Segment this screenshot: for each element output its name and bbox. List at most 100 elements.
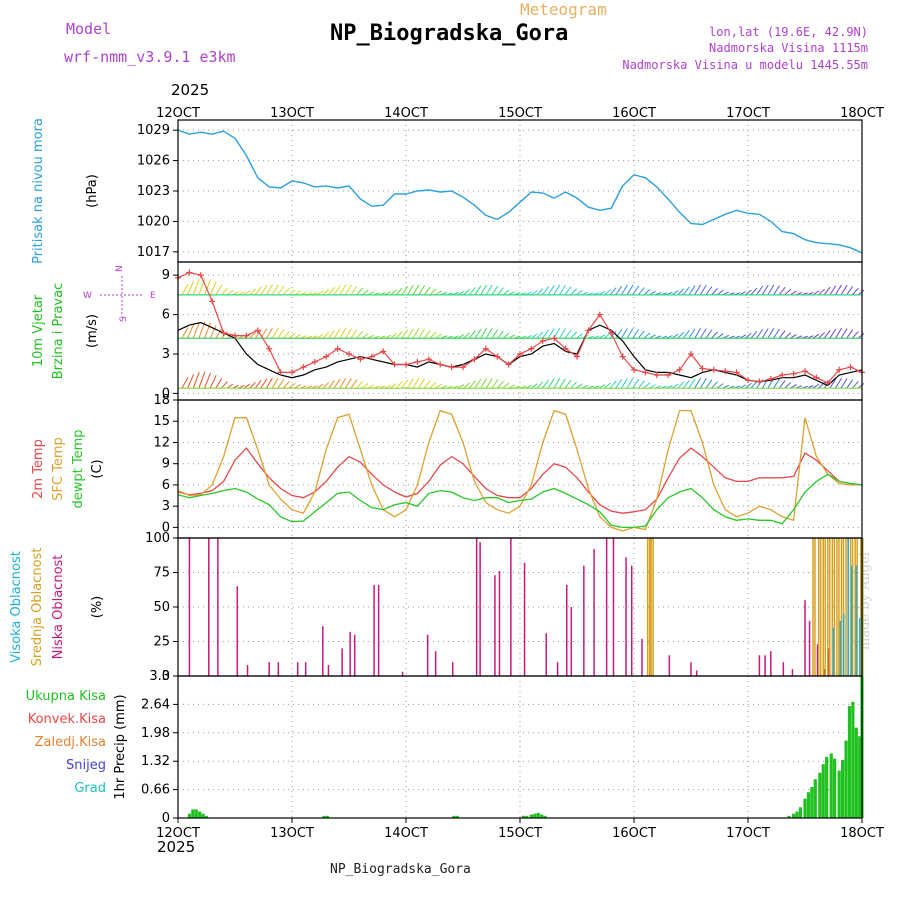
wind-barb bbox=[688, 285, 696, 296]
wind-barb bbox=[339, 377, 347, 389]
wind-gust-marker bbox=[482, 345, 489, 352]
precip-legend-1: Konvek.Kisa bbox=[28, 712, 106, 727]
wind-gust-marker bbox=[596, 311, 603, 318]
x-tick-label-top: 16OCT bbox=[612, 106, 656, 121]
wind-barb bbox=[564, 286, 572, 296]
wind-barb bbox=[468, 380, 476, 389]
wind-barb bbox=[761, 328, 769, 339]
wind-barb bbox=[277, 379, 285, 389]
wind-barb bbox=[192, 278, 200, 296]
precip-bar bbox=[810, 787, 814, 818]
wind-barb bbox=[576, 290, 583, 296]
y-tick-label: 0 bbox=[162, 811, 170, 826]
wind-gust-marker bbox=[266, 345, 273, 352]
wind-barb bbox=[857, 289, 865, 296]
wind-barb bbox=[474, 328, 482, 339]
wind-barb bbox=[480, 328, 487, 339]
precip-bar bbox=[837, 770, 841, 818]
wind-barb bbox=[530, 383, 538, 389]
wind-barb bbox=[412, 327, 420, 339]
wind-barb bbox=[474, 378, 482, 389]
wind-barb bbox=[784, 288, 792, 296]
wind-barb bbox=[502, 382, 510, 389]
x-tick-label-bottom: 15OCT bbox=[498, 826, 542, 841]
wind-barb bbox=[429, 381, 437, 389]
y-tick-label: 3 bbox=[162, 499, 170, 514]
wind-barb bbox=[221, 287, 228, 296]
wind-barb bbox=[823, 330, 831, 339]
wind-barb bbox=[570, 331, 578, 339]
wind-gust-marker bbox=[289, 369, 295, 376]
wind-barb bbox=[559, 328, 566, 339]
precip-bar bbox=[806, 792, 811, 818]
wind-barb bbox=[823, 286, 831, 296]
wind-gust-marker bbox=[346, 351, 352, 357]
wind-gust-marker bbox=[813, 374, 820, 381]
y-tick-label: 6 bbox=[162, 308, 170, 323]
wind-barb bbox=[491, 285, 499, 296]
wind-barb bbox=[790, 383, 797, 389]
wind-barb bbox=[745, 382, 752, 389]
y-tick-label: 2.64 bbox=[141, 697, 170, 712]
wind-barb bbox=[497, 380, 504, 389]
temp-line-sfc-temp bbox=[177, 409, 862, 532]
wind-barb bbox=[835, 377, 842, 389]
wind-barb bbox=[277, 329, 285, 339]
precip-legend-2: Zaledj.Kisa bbox=[35, 735, 106, 750]
wind-barb bbox=[846, 329, 854, 339]
wind-barb bbox=[677, 331, 685, 339]
wind-barb bbox=[294, 333, 301, 339]
wind-barb bbox=[356, 381, 364, 389]
wind-gust-marker bbox=[699, 365, 706, 372]
altitude-label: Nadmorska Visina 1115m bbox=[709, 41, 868, 55]
wind-gust-marker bbox=[197, 272, 204, 279]
wind-barb bbox=[694, 377, 702, 389]
wind-gust-marker bbox=[403, 361, 409, 368]
y-tick-label: 1023 bbox=[137, 184, 170, 199]
wind-gust-marker bbox=[574, 353, 580, 360]
wind-barb bbox=[530, 333, 538, 339]
page-title: NP_Biogradska_Gora bbox=[330, 21, 569, 46]
wind-barb bbox=[412, 377, 420, 389]
wind-barb bbox=[564, 329, 572, 339]
wind-barb bbox=[615, 329, 623, 339]
y-tick-label: 75 bbox=[153, 566, 170, 581]
wind-barb bbox=[620, 284, 628, 296]
cloud-mid-label: Srednja Oblacnost bbox=[30, 548, 45, 667]
wind-gust-marker bbox=[722, 368, 729, 375]
wind-barb bbox=[553, 377, 561, 389]
wind-barb bbox=[423, 286, 431, 296]
precip-bar bbox=[833, 758, 837, 818]
wind-barb bbox=[249, 332, 256, 339]
wind-barb bbox=[181, 327, 189, 339]
precip-bar bbox=[325, 815, 329, 818]
wind-barb bbox=[271, 328, 279, 339]
wind-barb bbox=[857, 333, 865, 339]
wind-barb bbox=[328, 330, 335, 339]
precip-bar bbox=[854, 727, 858, 818]
wind-barb bbox=[851, 331, 859, 339]
wind-barb bbox=[209, 281, 217, 296]
wind-barb bbox=[604, 332, 611, 339]
wind-barb bbox=[468, 287, 476, 296]
y-tick-label: 3.3 bbox=[149, 669, 170, 684]
year-top: 2025 bbox=[171, 81, 210, 99]
y-tick-label: 12 bbox=[153, 435, 170, 450]
meteogram-subtitle: Meteogram bbox=[520, 0, 607, 19]
wind-barb bbox=[637, 287, 645, 296]
precip-bar bbox=[540, 814, 544, 818]
precip-bar bbox=[533, 813, 537, 818]
pressure-unit-label: (hPa) bbox=[85, 174, 100, 208]
wind-barb bbox=[254, 286, 262, 296]
wind-barb bbox=[840, 284, 848, 296]
precip-bar bbox=[813, 779, 817, 818]
wind-barb bbox=[778, 380, 786, 389]
wind-barb bbox=[474, 285, 482, 296]
wind-barb bbox=[283, 287, 290, 296]
wind-gust-marker bbox=[311, 358, 318, 365]
wind-barb bbox=[350, 379, 358, 389]
wind-barb bbox=[333, 285, 341, 296]
wind-barb bbox=[711, 331, 718, 339]
wind-barb bbox=[328, 380, 335, 389]
